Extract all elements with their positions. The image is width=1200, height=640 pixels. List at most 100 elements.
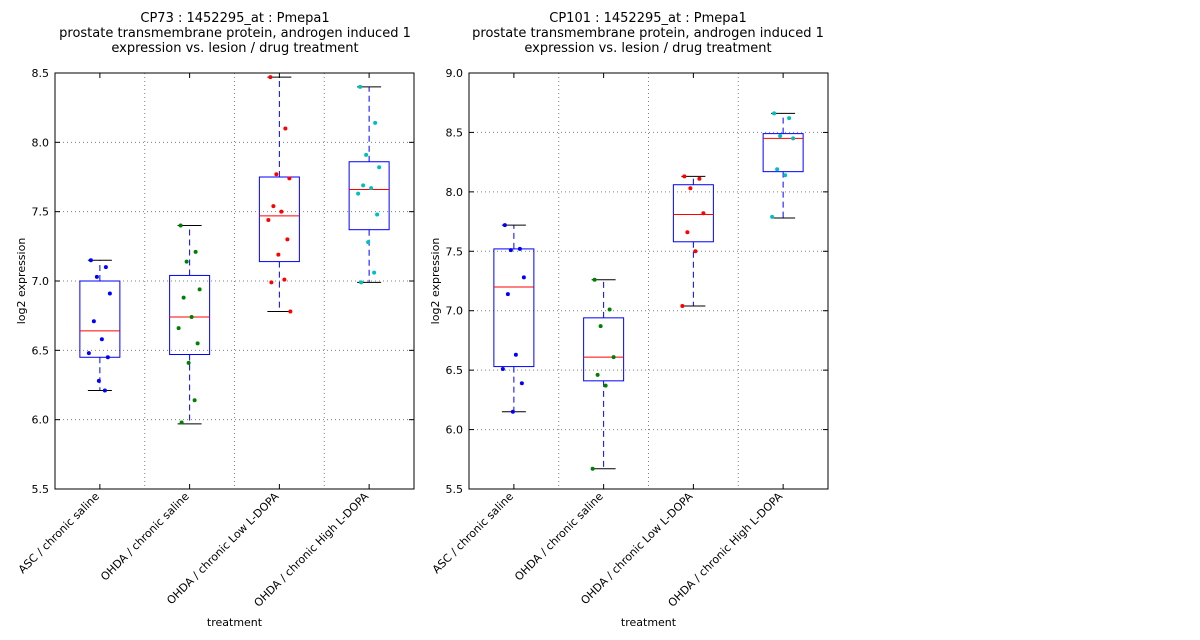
box-2: [583, 277, 625, 471]
data-point: [179, 420, 184, 425]
data-point: [184, 259, 189, 264]
data-point: [364, 152, 369, 157]
data-point: [369, 186, 374, 191]
data-point: [372, 270, 377, 275]
data-point: [105, 355, 110, 360]
y-tick-label: 9.0: [446, 67, 464, 80]
chart-title-line-2: prostate transmembrane protein, androgen…: [59, 26, 411, 41]
y-tick-label: 5.5: [32, 483, 50, 496]
box-2: [169, 223, 211, 425]
data-point: [611, 355, 616, 360]
data-point: [91, 319, 96, 324]
data-point: [775, 167, 780, 172]
data-point: [590, 466, 595, 471]
data-point: [287, 176, 292, 181]
data-point: [266, 217, 271, 222]
iqr-box: [583, 317, 625, 382]
y-tick-label: 6.5: [446, 364, 464, 377]
box-1: [79, 258, 121, 393]
data-point: [607, 307, 612, 312]
x-axis-label: treatment: [621, 616, 677, 629]
box-4: [762, 111, 804, 219]
data-point: [86, 351, 91, 356]
data-point: [778, 133, 783, 138]
data-point: [508, 248, 513, 253]
box-3: [672, 174, 714, 308]
data-point: [361, 183, 366, 188]
data-point: [359, 280, 364, 285]
data-point: [375, 212, 380, 217]
data-point: [688, 186, 693, 191]
iqr-box: [762, 133, 804, 173]
box-4: [348, 84, 390, 285]
data-point: [783, 173, 788, 178]
data-point: [176, 326, 181, 331]
data-point: [517, 246, 522, 251]
data-point: [772, 111, 777, 116]
chart-title-line-2: prostate transmembrane protein, androgen…: [472, 26, 824, 41]
y-tick-label: 6.0: [446, 424, 464, 437]
data-point: [502, 223, 507, 228]
y-tick-label: 6.5: [32, 344, 50, 357]
data-point: [94, 274, 99, 279]
chart-title-line-3: expression vs. lesion / drug treatment: [111, 41, 358, 56]
data-point: [791, 136, 796, 141]
iqr-box: [258, 176, 300, 263]
data-point: [598, 324, 603, 329]
data-point: [603, 383, 608, 388]
data-point: [521, 275, 526, 280]
data-point: [701, 211, 706, 216]
y-tick-label: 6.0: [32, 414, 50, 427]
data-point: [192, 398, 197, 403]
data-point: [770, 214, 775, 219]
data-point: [181, 295, 186, 300]
data-point: [366, 240, 371, 245]
data-point: [787, 116, 792, 121]
y-tick-label: 8.0: [446, 186, 464, 199]
y-tick-label: 8.5: [32, 67, 50, 80]
data-point: [285, 237, 290, 242]
x-category-label: ASC / chronic saline: [430, 490, 516, 576]
y-tick-label: 5.5: [446, 483, 464, 496]
data-point: [197, 287, 202, 292]
data-point: [505, 292, 510, 297]
data-point: [193, 249, 198, 254]
data-point: [276, 252, 281, 257]
data-point: [103, 265, 108, 270]
y-tick-label: 7.0: [32, 275, 50, 288]
data-point: [99, 337, 104, 342]
data-point: [697, 176, 702, 181]
data-point: [288, 309, 293, 314]
data-point: [356, 191, 361, 196]
chart-title-line-1: CP73 : 1452295_at : Pmepa1: [140, 11, 329, 26]
data-point: [107, 291, 112, 296]
y-tick-label: 7.0: [446, 305, 464, 318]
chart-title-line-1: CP101 : 1452295_at : Pmepa1: [549, 11, 746, 26]
data-point: [519, 381, 524, 386]
data-point: [102, 388, 107, 393]
data-point: [595, 372, 600, 377]
data-point: [500, 366, 505, 371]
iqr-box: [672, 184, 714, 243]
iqr-box: [79, 280, 121, 358]
data-point: [513, 352, 518, 357]
data-point: [680, 303, 685, 308]
y-tick-label: 8.0: [32, 136, 50, 149]
y-axis-label: log2 expression: [15, 238, 28, 325]
iqr-box: [493, 248, 535, 368]
data-point: [373, 120, 378, 125]
data-point: [377, 165, 382, 170]
data-point: [96, 378, 101, 383]
x-axis-label: treatment: [207, 616, 263, 629]
y-axis-label: log2 expression: [429, 238, 442, 325]
y-tick-label: 8.5: [446, 126, 464, 139]
data-point: [592, 277, 597, 282]
data-point: [189, 315, 194, 320]
data-point: [682, 174, 687, 179]
iqr-box: [169, 274, 211, 355]
plot-frame: [468, 72, 829, 490]
x-category-label: OHDA / chronic saline: [512, 490, 606, 584]
data-point: [685, 230, 690, 235]
